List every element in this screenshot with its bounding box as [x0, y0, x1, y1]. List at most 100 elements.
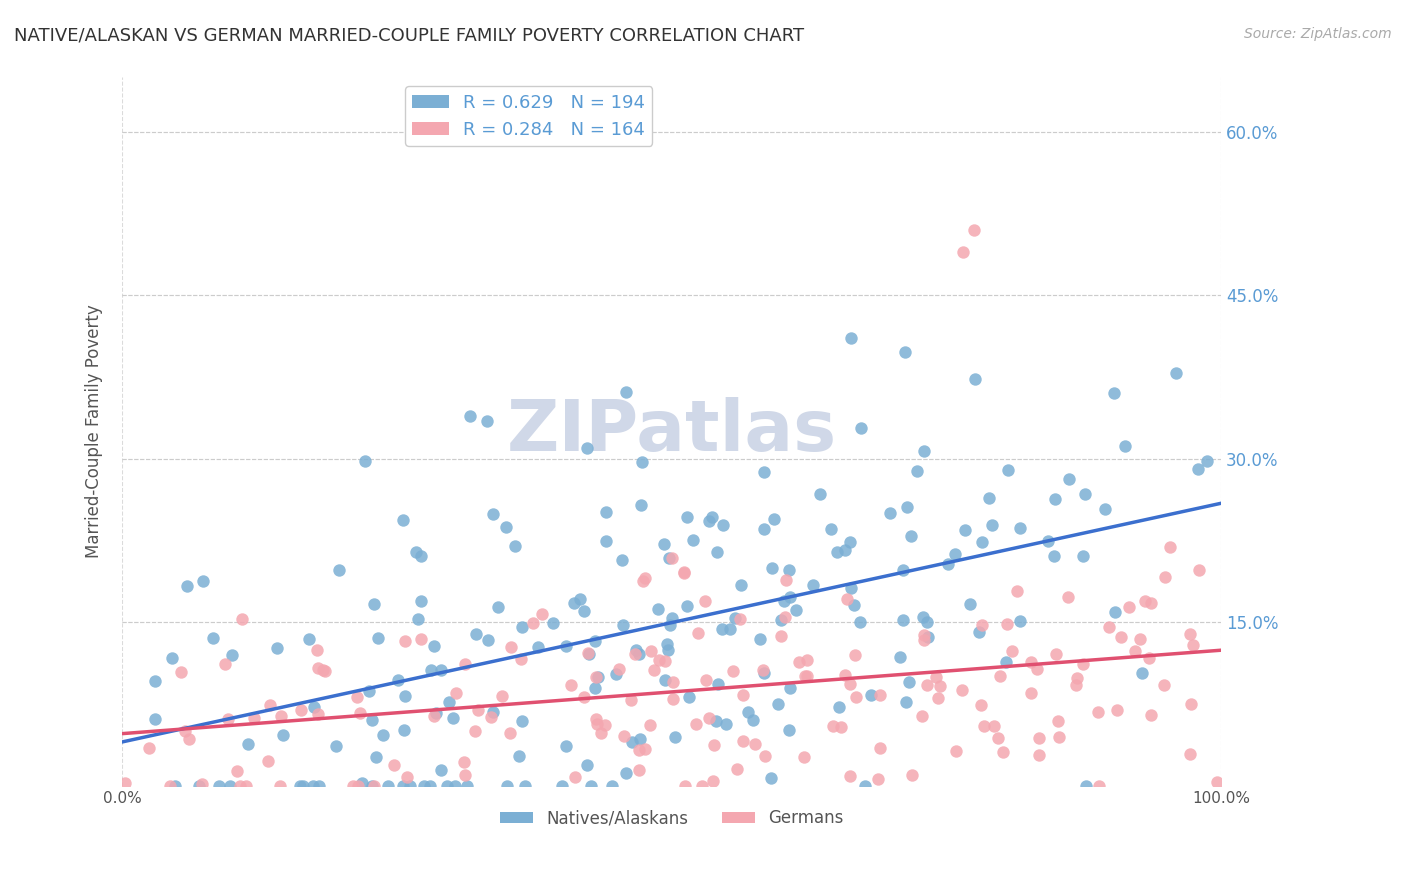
Point	[685, 717, 707, 731]
Point	[423, 709, 446, 723]
Point	[226, 764, 249, 778]
Point	[972, 618, 994, 632]
Point	[994, 655, 1017, 669]
Point	[495, 520, 517, 534]
Point	[749, 632, 772, 647]
Point	[647, 602, 669, 616]
Point	[560, 677, 582, 691]
Point	[576, 441, 599, 455]
Point	[1046, 714, 1069, 728]
Point	[612, 618, 634, 632]
Point	[837, 591, 859, 606]
Point	[578, 647, 600, 661]
Point	[1187, 461, 1209, 475]
Point	[959, 597, 981, 611]
Point	[770, 629, 793, 643]
Point	[707, 677, 730, 691]
Point	[915, 615, 938, 629]
Point	[628, 742, 651, 756]
Point	[897, 675, 920, 690]
Point	[530, 607, 553, 621]
Point	[399, 779, 422, 793]
Point	[508, 749, 530, 764]
Point	[114, 776, 136, 790]
Point	[510, 714, 533, 728]
Point	[1137, 651, 1160, 665]
Point	[569, 591, 592, 606]
Point	[977, 491, 1000, 505]
Point	[572, 690, 595, 705]
Point	[987, 731, 1010, 745]
Point	[675, 599, 697, 613]
Point	[444, 686, 467, 700]
Point	[160, 651, 183, 665]
Point	[193, 574, 215, 588]
Point	[360, 779, 382, 793]
Point	[357, 684, 380, 698]
Point	[551, 779, 574, 793]
Point	[605, 667, 627, 681]
Point	[499, 640, 522, 655]
Point	[346, 690, 368, 704]
Point	[314, 664, 336, 678]
Point	[1188, 563, 1211, 577]
Point	[678, 690, 700, 704]
Point	[672, 566, 695, 580]
Point	[1001, 644, 1024, 658]
Point	[387, 673, 409, 687]
Point	[513, 779, 536, 793]
Point	[1057, 472, 1080, 486]
Point	[600, 779, 623, 793]
Point	[1153, 678, 1175, 692]
Point	[643, 663, 665, 677]
Point	[454, 657, 477, 671]
Point	[626, 643, 648, 657]
Point	[482, 706, 505, 720]
Point	[305, 643, 328, 657]
Point	[752, 664, 775, 678]
Point	[848, 615, 870, 629]
Point	[266, 641, 288, 656]
Point	[1073, 549, 1095, 563]
Point	[1140, 596, 1163, 610]
Point	[1109, 630, 1132, 644]
Point	[845, 690, 868, 705]
Point	[583, 633, 606, 648]
Point	[673, 779, 696, 793]
Point	[1071, 657, 1094, 672]
Point	[849, 421, 872, 435]
Point	[796, 653, 818, 667]
Point	[409, 593, 432, 607]
Point	[754, 748, 776, 763]
Point	[242, 711, 264, 725]
Point	[1076, 779, 1098, 793]
Point	[477, 633, 499, 648]
Legend: Natives/Alaskans, Germans: Natives/Alaskans, Germans	[494, 803, 851, 834]
Point	[143, 712, 166, 726]
Point	[841, 581, 863, 595]
Point	[460, 409, 482, 423]
Point	[631, 455, 654, 469]
Point	[839, 534, 862, 549]
Point	[742, 713, 765, 727]
Point	[866, 772, 889, 787]
Point	[1019, 686, 1042, 700]
Point	[271, 728, 294, 742]
Point	[187, 779, 209, 793]
Point	[491, 689, 513, 703]
Point	[657, 642, 679, 657]
Point	[963, 223, 986, 237]
Point	[690, 779, 713, 793]
Point	[630, 498, 652, 512]
Point	[627, 764, 650, 778]
Point	[869, 688, 891, 702]
Point	[912, 443, 935, 458]
Point	[430, 664, 453, 678]
Point	[936, 557, 959, 571]
Point	[409, 549, 432, 563]
Point	[834, 668, 856, 682]
Point	[905, 464, 928, 478]
Point	[676, 509, 699, 524]
Point	[1195, 453, 1218, 467]
Point	[405, 545, 427, 559]
